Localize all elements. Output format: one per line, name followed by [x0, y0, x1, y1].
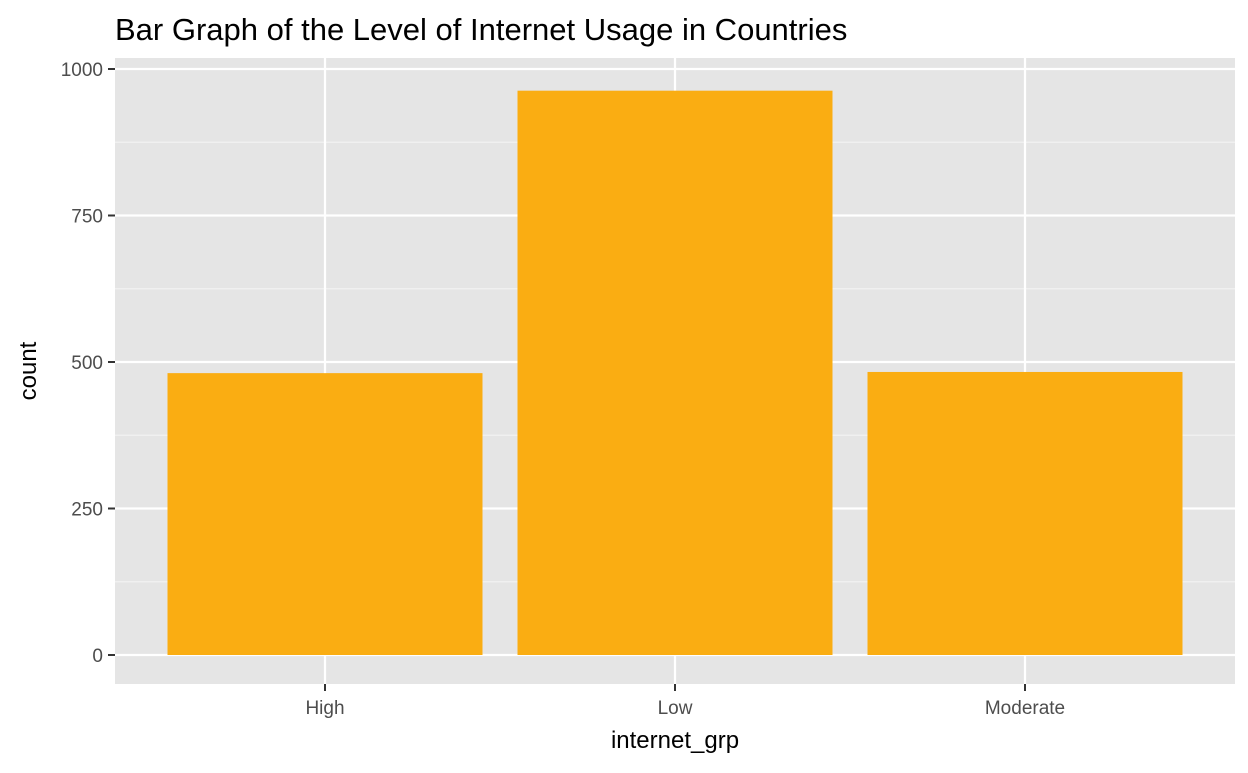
bar-low	[517, 90, 833, 655]
bar-high	[167, 373, 483, 655]
y-axis-title: count	[15, 341, 42, 400]
chart-title: Bar Graph of the Level of Internet Usage…	[115, 12, 847, 47]
bar-moderate	[867, 371, 1183, 655]
axes: 0 250 500 750 1000 High Low Moderate	[61, 60, 1065, 719]
bars	[167, 90, 1183, 655]
x-tick-label: High	[305, 698, 344, 719]
x-tick-label: Low	[658, 698, 693, 719]
y-tick-label: 1000	[61, 60, 103, 81]
y-tick-label: 250	[71, 500, 103, 521]
y-tick-label: 750	[71, 207, 103, 228]
x-tick-label: Moderate	[985, 698, 1065, 719]
y-tick-label: 0	[92, 646, 103, 667]
x-axis-title: internet_grp	[611, 727, 739, 754]
y-tick-label: 500	[71, 353, 103, 374]
